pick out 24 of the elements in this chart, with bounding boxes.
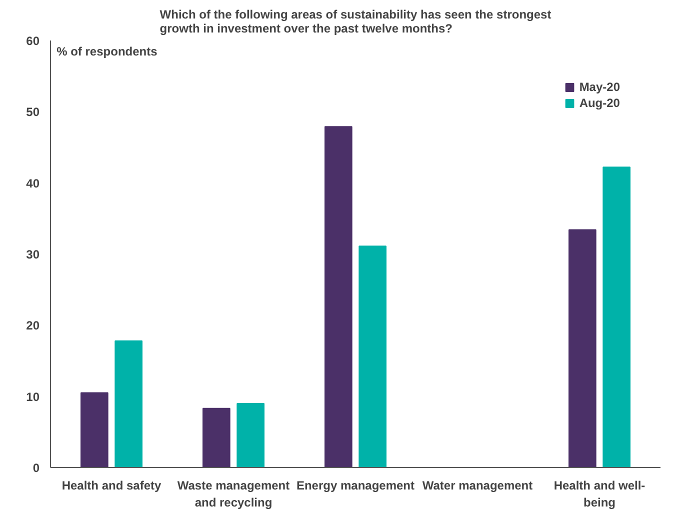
y-tick-label: 40	[26, 176, 40, 190]
y-tick-label: 10	[26, 390, 40, 404]
y-tick-label: 60	[26, 34, 40, 48]
legend-label: Aug-20	[579, 96, 620, 110]
x-tick-label: Health and safety	[62, 478, 162, 492]
y-tick-label: 30	[26, 248, 40, 262]
bar	[358, 246, 386, 468]
chart-title: Which of the following areas of sustainability has seen the strongest growth in investment over the past twelve months?	[160, 8, 552, 36]
y-axis-title: % of respondents	[56, 44, 158, 58]
bar	[324, 126, 352, 468]
y-tick-label: 0	[32, 461, 40, 475]
y-tick-label: 20	[26, 318, 40, 333]
legend-label: May-20	[579, 80, 620, 94]
x-tick-label: Waste management and recycling	[177, 478, 290, 510]
bar	[80, 392, 108, 468]
bar	[602, 166, 630, 468]
x-tick-label: Health and well-being	[554, 478, 646, 510]
bar	[568, 229, 596, 468]
bar	[114, 340, 142, 468]
y-tick-label: 50	[26, 105, 40, 120]
x-tick-label: Energy management	[296, 478, 415, 492]
bar	[202, 408, 230, 468]
bar	[236, 402, 264, 468]
x-tick-label: Water management	[422, 478, 533, 492]
